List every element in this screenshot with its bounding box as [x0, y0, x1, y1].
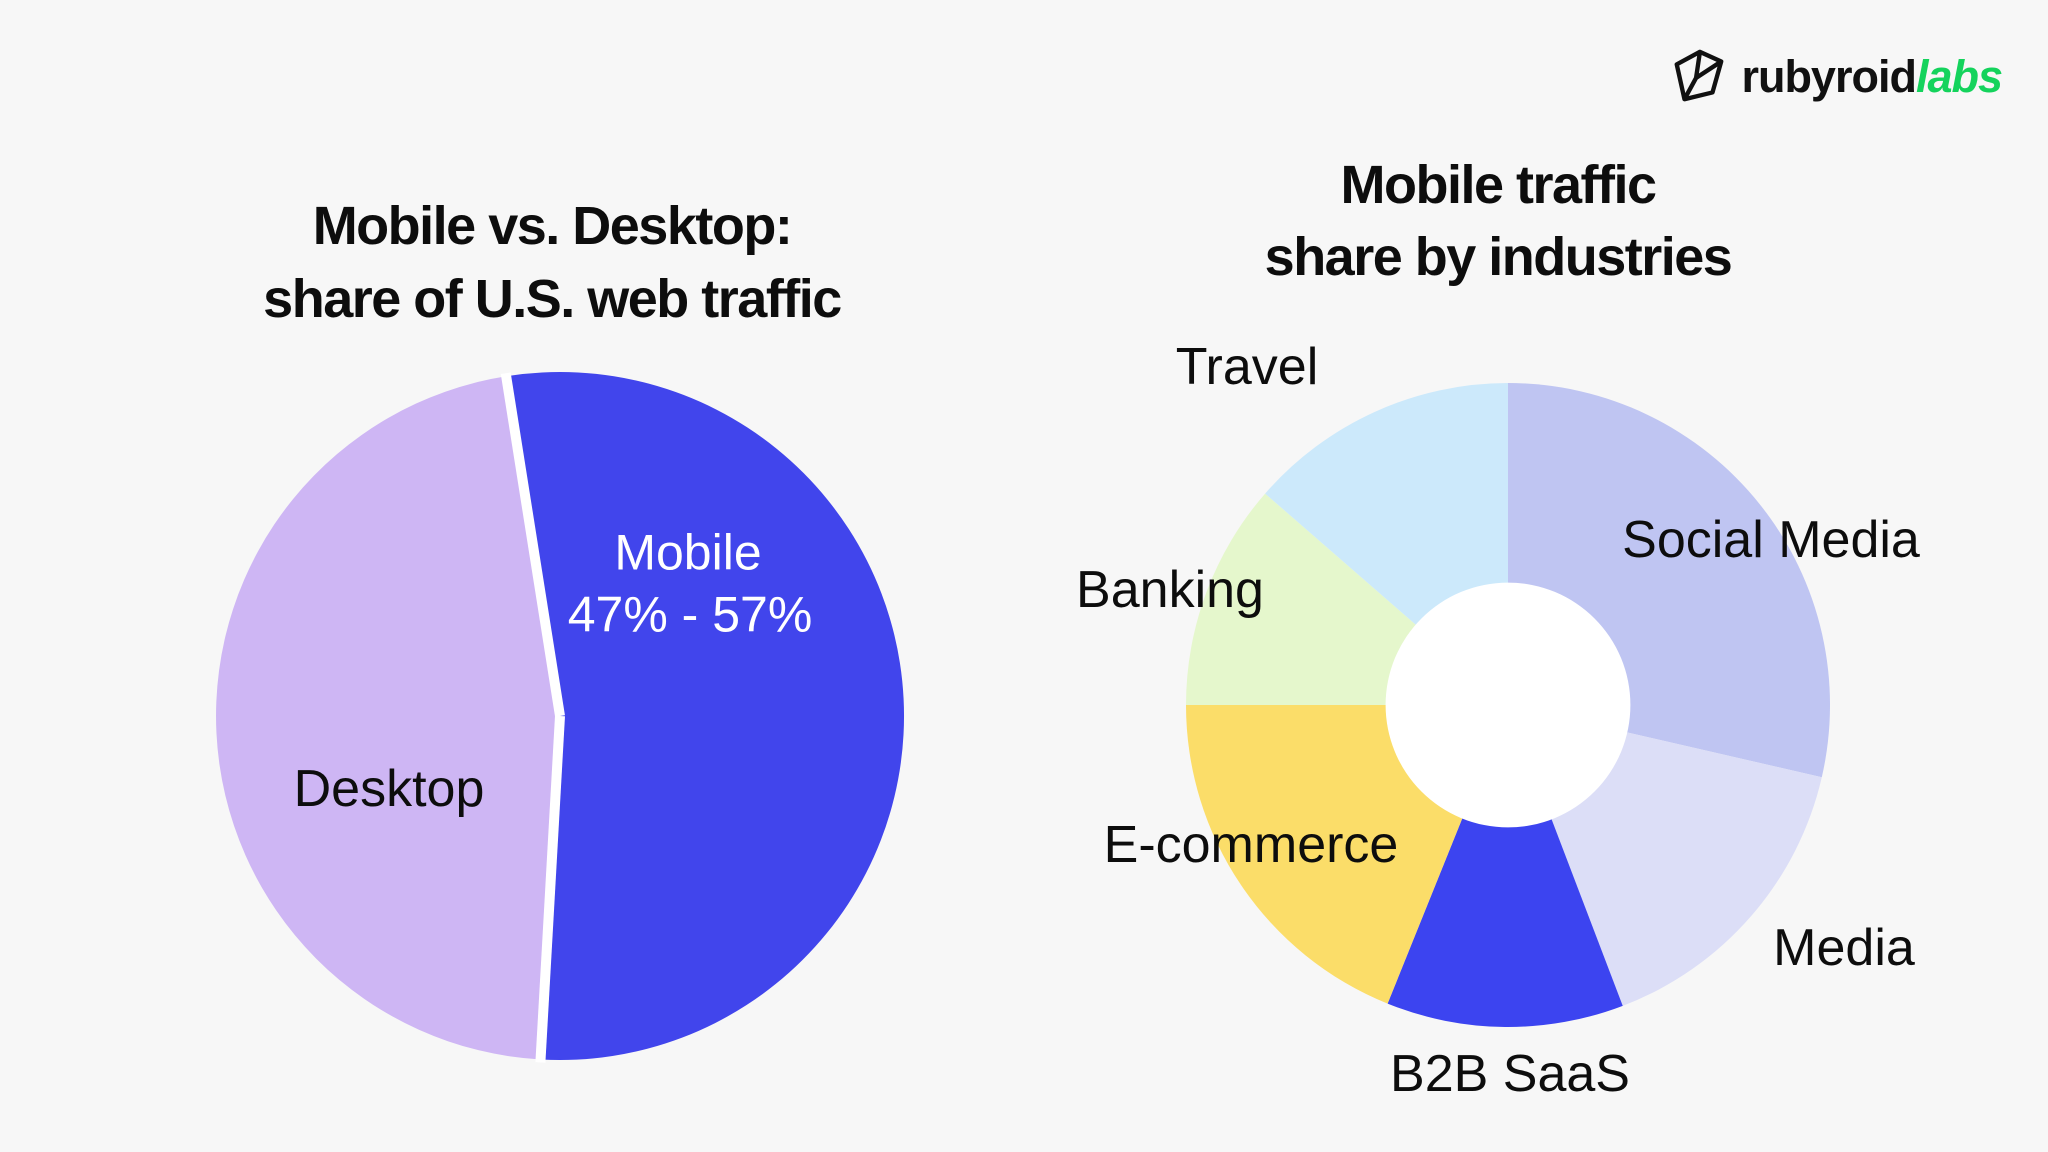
donut-hole: [1385, 582, 1631, 828]
gem-outline-icon: [1669, 46, 1727, 106]
right-chart-title-line1: Mobile traffic: [1340, 155, 1657, 215]
segment-label-media: Media: [1773, 919, 1915, 978]
left-chart-title-line2: share of U.S. web traffic: [263, 269, 842, 329]
industries-donut-chart: [1186, 383, 1830, 1027]
slice-mobile: [506, 372, 905, 1061]
slice-desktop: [216, 376, 560, 1060]
slice-label-desktop: Desktop: [293, 760, 485, 819]
segment-label-travel: Travel: [1175, 338, 1319, 397]
right-chart-title: Mobile traffic share by industries: [1264, 149, 1733, 293]
right-chart-title-line2: share by industries: [1264, 227, 1733, 287]
left-chart-title: Mobile vs. Desktop: share of U.S. web tr…: [263, 190, 842, 336]
logo-text: rubyroidlabs: [1741, 50, 2003, 102]
segment-label-social-media: Social Media: [1622, 511, 1920, 569]
logo-brand: rubyroid: [1741, 50, 1917, 102]
segment-label-ecommerce: E-commerce: [1103, 816, 1399, 875]
us-traffic-pie-chart: [216, 372, 905, 1063]
slice-label-mobile: Mobile: [614, 524, 762, 581]
segment-label-b2b-saas: B2B SaaS: [1390, 1045, 1630, 1104]
rubyroid-labs-logo: rubyroidlabs: [1669, 46, 2003, 106]
slice-separator: [500, 372, 565, 717]
logo-suffix: labs: [1915, 50, 2003, 102]
left-chart-title-line1: Mobile vs. Desktop:: [312, 196, 793, 256]
slice-separator: [535, 715, 565, 1063]
segment-label-banking: Banking: [1076, 561, 1264, 620]
slice-value-mobile-range: 47% - 57%: [567, 586, 813, 643]
slice-b2b-saas: [1387, 705, 1623, 1027]
